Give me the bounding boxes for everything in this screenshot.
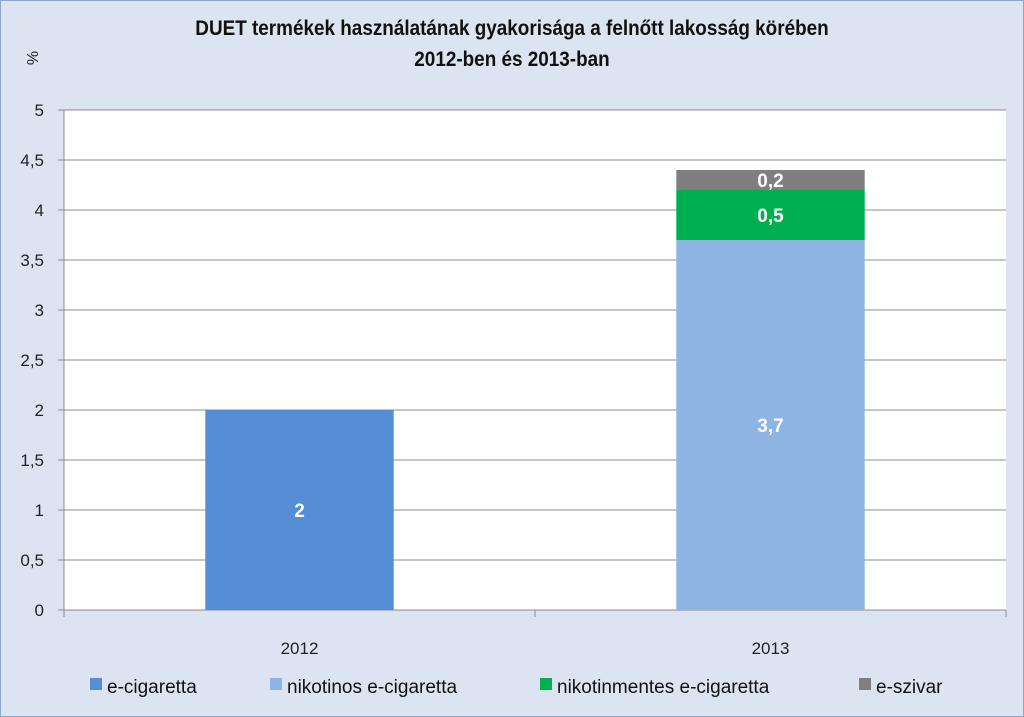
y-tick-label: 4,5 <box>20 151 44 170</box>
legend-swatch <box>270 678 282 690</box>
bar-e-cigaretta-2012 <box>205 410 394 610</box>
x-category-label: 2013 <box>752 639 790 658</box>
y-tick-label: 3 <box>35 301 44 320</box>
y-tick-label: 5 <box>35 101 44 120</box>
x-category-label: 2012 <box>281 639 319 658</box>
chart-title-line-1: DUET termékek használatának gyakorisága … <box>195 17 829 40</box>
legend-swatch <box>540 678 552 690</box>
bar-nikotinos-e-cigaretta-2013 <box>676 240 865 610</box>
y-tick-label: 1,5 <box>20 451 44 470</box>
bar-nikotinmentes-e-cigaretta-2013 <box>676 190 865 240</box>
y-tick-label: 3,5 <box>20 251 44 270</box>
chart-title-line-2: 2012-ben és 2013-ban <box>414 48 610 71</box>
y-tick-label: 4 <box>35 201 44 220</box>
y-tick-label: 0 <box>35 601 44 620</box>
data-label: 2 <box>294 501 305 522</box>
y-tick-label: 1 <box>35 501 44 520</box>
data-label: 0,5 <box>757 206 784 227</box>
bar-e-szivar-2013 <box>676 170 865 190</box>
y-tick-label: 2 <box>35 401 44 420</box>
legend-swatch <box>859 678 871 690</box>
data-label: 0,2 <box>757 171 783 192</box>
legend-item-label: e-cigaretta <box>107 677 197 698</box>
legend-item-label: e-szivar <box>876 677 943 698</box>
legend-item-label: nikotinos e-cigaretta <box>287 677 457 698</box>
y-tick-label: 0,5 <box>20 551 44 570</box>
legend-item-label: nikotinmentes e-cigaretta <box>557 677 770 698</box>
data-label: 3,7 <box>757 416 783 437</box>
y-axis-label: % <box>25 51 42 65</box>
legend-swatch <box>90 678 102 690</box>
y-tick-label: 2,5 <box>20 351 44 370</box>
chart-title: DUET termékek használatának gyakorisága … <box>52 13 972 75</box>
